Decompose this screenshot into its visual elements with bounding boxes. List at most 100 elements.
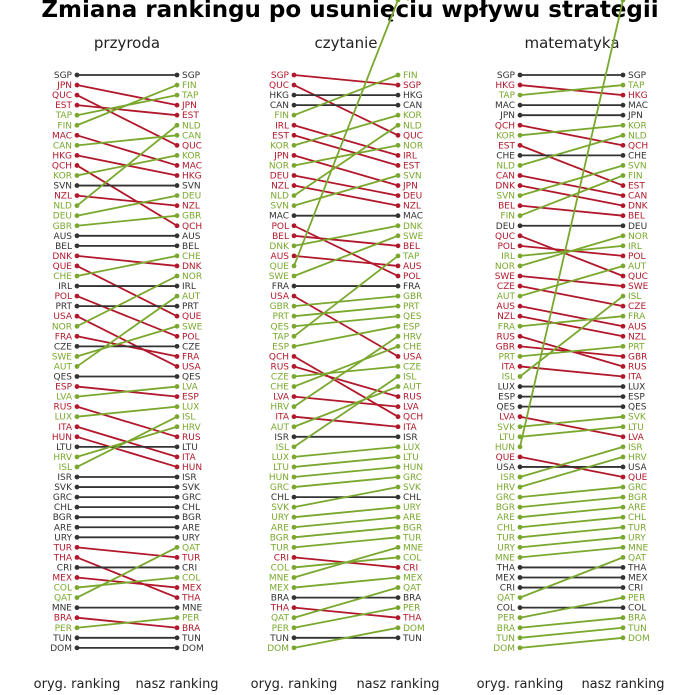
label-left-ISL: ISL xyxy=(276,443,289,453)
slope-line-HUN xyxy=(76,435,178,468)
point-right-PRT xyxy=(620,343,626,349)
slope-line-KOR xyxy=(519,124,624,137)
point-left-CRI xyxy=(74,565,80,570)
label-left-PER: PER xyxy=(498,614,515,624)
label-left-ITA: ITA xyxy=(501,362,515,372)
slope-line-KOR xyxy=(293,114,399,147)
slope-line-PER xyxy=(519,596,624,619)
point-right-DNK xyxy=(395,223,401,229)
point-left-HRV xyxy=(291,404,297,410)
label-right-ARE: ARE xyxy=(403,513,421,523)
point-right-CHL xyxy=(620,514,626,520)
label-right-QCH: QCH xyxy=(403,413,423,423)
label-left-ITA: ITA xyxy=(58,423,72,433)
label-left-URY: URY xyxy=(271,513,289,523)
label-left-ARE: ARE xyxy=(271,523,289,533)
label-left-TUN: TUN xyxy=(52,634,72,644)
label-left-BGR: BGR xyxy=(53,513,72,523)
label-left-HRV: HRV xyxy=(496,483,516,493)
label-right-THA: THA xyxy=(402,614,422,624)
slope-line-MNE xyxy=(519,546,624,559)
point-left-FIN xyxy=(517,213,523,219)
point-left-URY xyxy=(74,534,80,540)
point-right-BEL xyxy=(174,243,180,249)
point-left-ARE xyxy=(291,524,297,530)
label-left-QUC: QUC xyxy=(52,91,72,101)
point-right-DEU xyxy=(174,193,180,199)
label-left-TUR: TUR xyxy=(53,543,72,553)
label-left-NZL: NZL xyxy=(271,182,289,192)
label-right-CHL: CHL xyxy=(182,503,200,513)
label-left-URY: URY xyxy=(54,533,72,543)
label-right-QAT: QAT xyxy=(182,543,201,553)
label-left-MAC: MAC xyxy=(495,101,515,111)
point-left-MEX xyxy=(517,575,523,580)
slope-line-ISL xyxy=(519,295,624,378)
label-left-KOR: KOR xyxy=(53,172,72,182)
point-left-HUN xyxy=(74,434,80,440)
point-right-CRI xyxy=(395,565,401,570)
label-right-TUN: TUN xyxy=(627,624,647,634)
label-left-NZL: NZL xyxy=(54,192,72,202)
label-left-FRA: FRA xyxy=(272,282,290,292)
point-left-CRI xyxy=(517,585,523,590)
point-right-ISL xyxy=(395,374,401,379)
label-right-EST: EST xyxy=(403,161,420,171)
label-right-FRA: FRA xyxy=(182,352,200,362)
point-right-SVK xyxy=(620,414,626,420)
label-left-HUN: HUN xyxy=(269,473,289,483)
label-right-NOR: NOR xyxy=(403,141,423,151)
point-right-COL xyxy=(620,605,626,611)
slope-line-QES xyxy=(293,315,399,328)
point-left-PER xyxy=(517,615,523,621)
label-right-ESP: ESP xyxy=(182,393,199,403)
point-right-FRA xyxy=(620,313,626,319)
point-right-GRC xyxy=(395,474,401,480)
label-right-AUS: AUS xyxy=(628,322,647,332)
label-right-DOM: DOM xyxy=(628,634,650,644)
label-left-ISR: ISR xyxy=(274,433,289,443)
slope-line-AUS xyxy=(519,305,624,328)
point-left-IRL xyxy=(74,283,80,289)
label-right-TAP: TAP xyxy=(402,252,420,262)
point-right-TUN xyxy=(395,635,401,641)
point-left-BRA xyxy=(74,615,80,621)
label-left-CAN: CAN xyxy=(53,141,72,151)
label-right-DEU: DEU xyxy=(628,222,647,232)
label-right-URY: URY xyxy=(403,503,421,513)
label-left-NOR: NOR xyxy=(52,322,72,332)
point-left-CHE xyxy=(74,273,80,279)
label-right-MAC: MAC xyxy=(628,101,648,111)
label-left-PRT: PRT xyxy=(498,352,515,362)
label-right-NOR: NOR xyxy=(628,232,648,242)
point-left-MAC xyxy=(291,213,297,219)
point-left-DEU xyxy=(291,173,297,178)
point-left-TUR xyxy=(291,544,297,550)
point-right-QAT xyxy=(620,555,626,560)
point-right-QCH xyxy=(174,223,180,229)
slope-line-THA xyxy=(76,556,178,599)
label-right-COL: COL xyxy=(403,553,421,563)
point-left-CHE xyxy=(291,384,297,389)
label-left-AUS: AUS xyxy=(54,232,73,242)
label-left-DEU: DEU xyxy=(53,212,72,222)
point-left-CHL xyxy=(517,524,523,530)
point-right-ISR xyxy=(174,474,180,480)
point-right-AUT xyxy=(395,384,401,389)
label-left-ISR: ISR xyxy=(57,473,72,483)
point-left-SVK xyxy=(291,504,297,510)
label-left-AUT: AUT xyxy=(271,423,290,433)
point-left-ITA xyxy=(517,364,523,369)
label-left-KOR: KOR xyxy=(270,141,289,151)
point-left-LVA xyxy=(74,394,80,399)
point-left-ESP xyxy=(291,343,297,349)
point-left-PRT xyxy=(74,303,80,309)
point-right-NLD xyxy=(620,132,626,138)
point-left-KOR xyxy=(517,132,523,138)
label-right-LVA: LVA xyxy=(628,433,645,443)
slope-line-LVA xyxy=(293,395,399,408)
point-right-ISR xyxy=(620,444,626,450)
point-left-GBR xyxy=(74,223,80,229)
point-right-JPN xyxy=(395,183,401,188)
